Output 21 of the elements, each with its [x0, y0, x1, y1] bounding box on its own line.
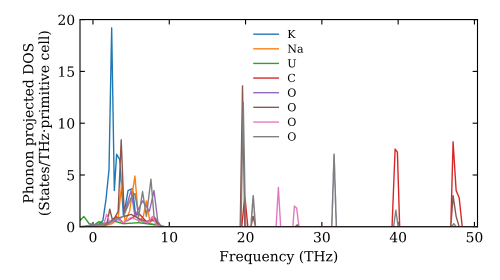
- x-tick-label: 50: [466, 232, 482, 242]
- x-axis-title: Frequency (THz): [220, 250, 338, 264]
- legend-label: O: [288, 103, 296, 112]
- x-tick-label: 20: [238, 232, 254, 242]
- y-tick-label: 10: [59, 118, 74, 129]
- legend-label: K: [288, 30, 296, 38]
- legend-label: C: [288, 74, 296, 82]
- legend-label: Na: [288, 44, 304, 53]
- y-tick-label: 0: [67, 222, 74, 232]
- y-tick-label: 15: [59, 66, 74, 77]
- legend-label: O: [288, 88, 296, 97]
- x-tick-label: 30: [314, 232, 330, 242]
- y-tick-label: 5: [67, 170, 74, 180]
- legend-label: O: [288, 132, 296, 141]
- legend-label: O: [288, 118, 296, 126]
- legend-label: U: [288, 59, 296, 68]
- x-tick-label: 10: [162, 232, 178, 242]
- y-axis-title: Phonon projected DOS (States/THz·primitive cell): [22, 31, 52, 216]
- y-tick-label: 20: [58, 14, 74, 26]
- x-tick-label: 0: [89, 232, 96, 242]
- x-tick-label: 40: [390, 232, 406, 242]
